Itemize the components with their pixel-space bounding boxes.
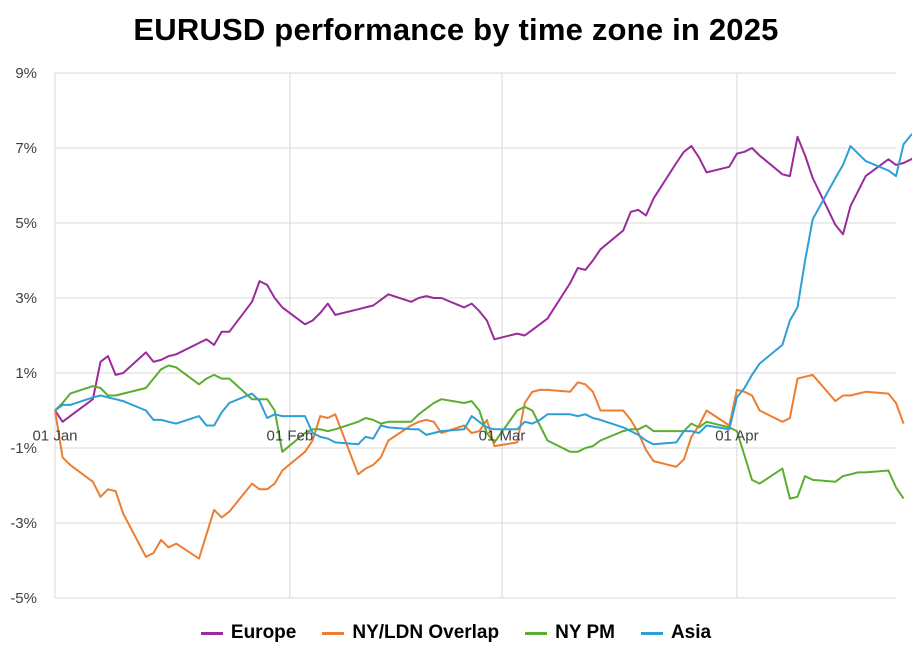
legend-swatch <box>200 631 223 635</box>
y-tick-label: 3% <box>15 290 37 307</box>
y-axis-tick-labels: 9% 7% 5% 3% 1% -1% -3% -5% <box>10 65 37 607</box>
legend: Europe NY/LDN Overlap NY PM Asia <box>0 622 912 644</box>
legend-swatch <box>640 631 663 635</box>
series-line-ny-ldn-overlap <box>54 373 905 560</box>
legend-item: Europe <box>200 622 297 644</box>
series-line-europe <box>54 135 912 423</box>
legend-label: NY PM <box>555 622 615 643</box>
legend-swatch <box>322 631 345 635</box>
x-tick-label: 01 Feb <box>267 428 314 445</box>
legend-label: Europe <box>230 622 297 643</box>
series-line-asia <box>54 133 912 446</box>
y-tick-label: 1% <box>15 365 37 382</box>
chart-title: EURUSD performance by time zone in 2025 <box>133 12 779 47</box>
y-tick-label: 5% <box>15 215 37 232</box>
legend-swatch <box>525 631 548 635</box>
legend-item: NY/LDN Overlap <box>322 622 499 644</box>
y-tick-label: 7% <box>15 140 37 157</box>
series-line-ny-pm <box>54 364 905 500</box>
y-tick-label: 9% <box>15 65 37 82</box>
x-tick-label: 01 Mar <box>479 428 526 445</box>
legend-label: Asia <box>670 622 712 643</box>
legend-item: NY PM <box>525 622 615 644</box>
x-axis-tick-labels: 01 Jan 01 Feb 01 Mar 01 Apr <box>32 428 758 445</box>
gridlines <box>54 72 896 599</box>
x-tick-label: 01 Jan <box>32 428 77 445</box>
x-tick-label: 01 Apr <box>715 428 758 445</box>
series-lines <box>54 133 912 560</box>
legend-label: NY/LDN Overlap <box>352 622 500 643</box>
y-tick-label: -1% <box>10 440 37 457</box>
y-tick-label: -5% <box>10 590 37 607</box>
y-tick-label: -3% <box>10 515 37 532</box>
legend-item: Asia <box>640 622 712 644</box>
